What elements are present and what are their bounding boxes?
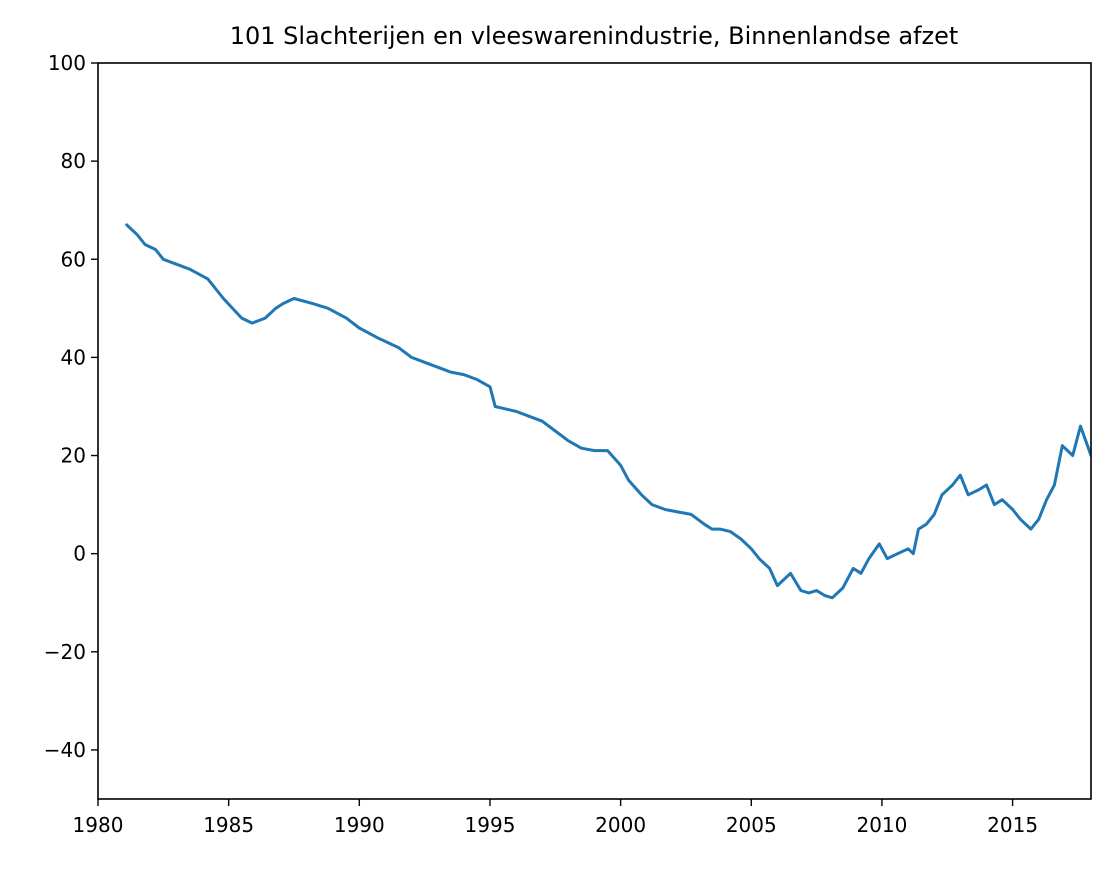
plot-frame <box>97 62 1092 800</box>
x-tick-label: 2010 <box>856 813 907 837</box>
x-tick-label: 1980 <box>73 813 124 837</box>
chart-title: 101 Slachterijen en vleeswarenindustrie,… <box>230 22 959 50</box>
y-tick-label: 60 <box>61 247 86 271</box>
y-tick-label: 0 <box>73 542 86 566</box>
x-tick-label: 1995 <box>465 813 516 837</box>
y-tick-label: 20 <box>61 444 86 468</box>
y-tick-label: 40 <box>61 345 86 369</box>
series-layer <box>125 223 1091 600</box>
y-tick-label: 100 <box>48 51 86 75</box>
x-tick-label: 1990 <box>334 813 385 837</box>
y-axis: −40 −20 0 20 40 60 80 100 <box>44 51 98 762</box>
y-tick-label: −40 <box>44 738 86 762</box>
x-axis: 1980 1985 1990 1995 2000 2005 2010 2015 <box>73 799 1038 837</box>
series-line-0 <box>125 223 1091 600</box>
x-tick-label: 2000 <box>595 813 646 837</box>
x-tick-label: 2015 <box>987 813 1038 837</box>
x-tick-label: 2005 <box>726 813 777 837</box>
x-tick-label: 1985 <box>203 813 254 837</box>
y-tick-label: 80 <box>61 149 86 173</box>
y-tick-label: −20 <box>44 640 86 664</box>
